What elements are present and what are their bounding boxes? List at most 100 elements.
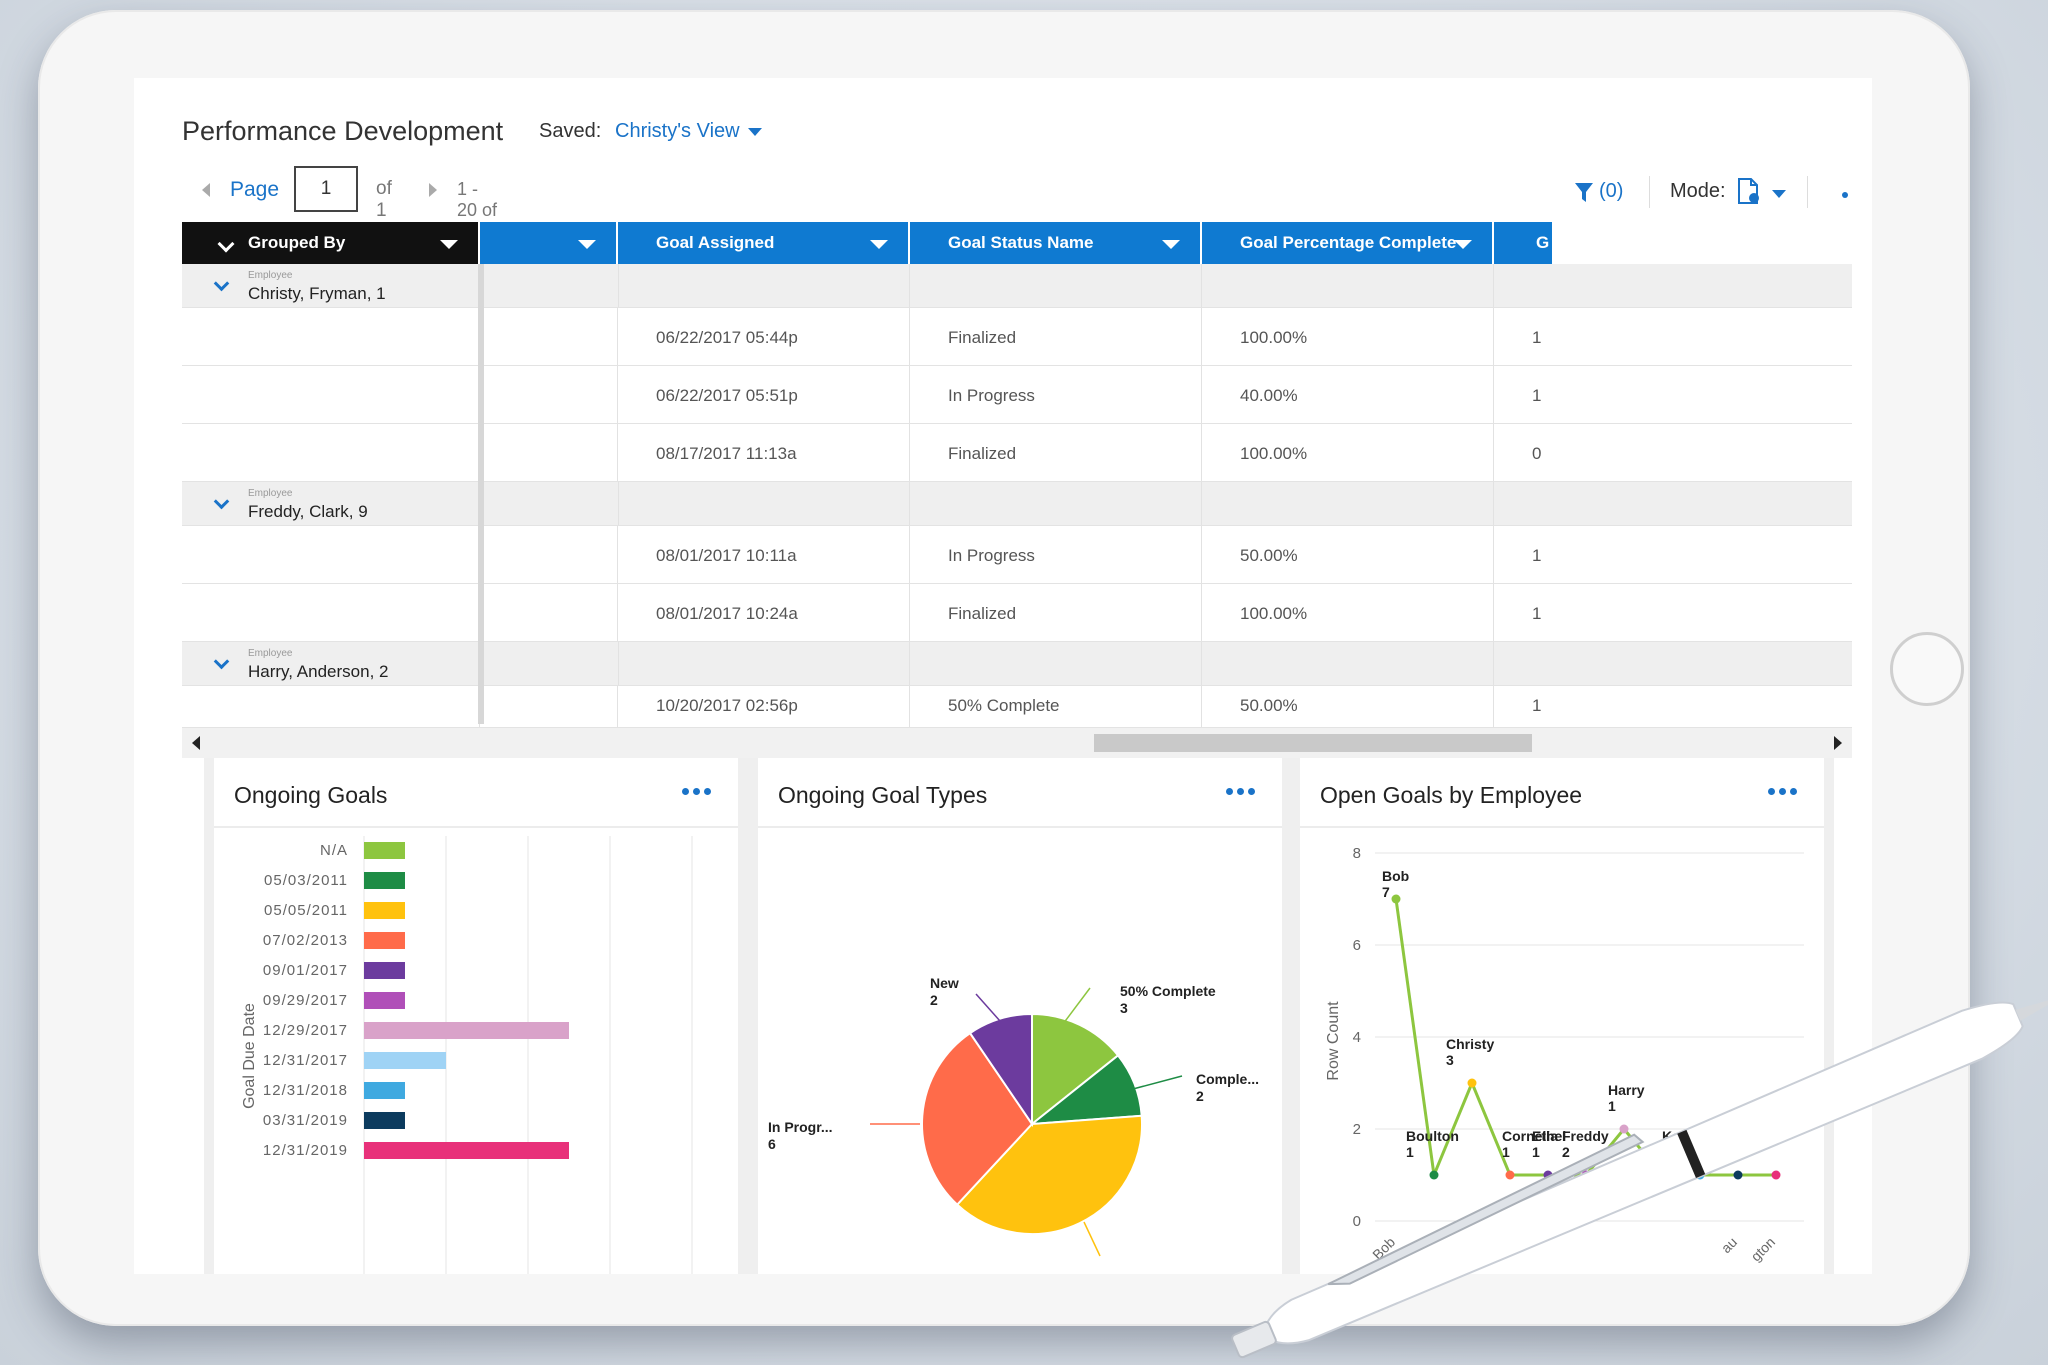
slice-value: 2 <box>1196 1088 1204 1104</box>
data-point <box>1657 1170 1667 1180</box>
data-point <box>1695 1170 1705 1180</box>
open-goals-by-employee-panel: Open Goals by Employee Row Count 0 2 4 6 8 Bob… <box>1290 758 1834 1274</box>
cell-goal-assigned: 06/22/2017 05:44p <box>656 328 798 347</box>
cell-goal-assigned: 06/22/2017 05:51p <box>656 386 798 405</box>
column-header-g[interactable]: G <box>1494 222 1554 264</box>
data-label-value: 1 <box>1532 1144 1540 1160</box>
column-header-label: G <box>1536 233 1550 252</box>
bar <box>364 1112 405 1129</box>
slice-label: In Progr... <box>768 1119 833 1135</box>
collapse-icon[interactable] <box>213 275 230 292</box>
cell-goal-status: In Progress <box>948 546 1035 565</box>
data-point <box>1467 1078 1477 1088</box>
tablet-frame: Performance Development Saved: Christy's… <box>38 10 1970 1326</box>
column-header-goal-assigned[interactable]: Goal Assigned <box>618 222 910 264</box>
table-row[interactable]: 10/20/2017 02:56p 50% Complete 50.00% 1 <box>182 686 1852 728</box>
horizontal-scrollbar[interactable] <box>182 728 1852 758</box>
column-header-goal-percentage[interactable]: Goal Percentage Complete <box>1202 222 1494 264</box>
data-point <box>1429 1170 1439 1180</box>
leader-line <box>1062 987 1091 1025</box>
scroll-left-icon[interactable] <box>192 736 200 750</box>
filter-icon[interactable] <box>1574 182 1594 204</box>
cell-goal-percentage: 50.00% <box>1240 546 1298 565</box>
document-mode-icon[interactable] <box>1737 177 1761 205</box>
table-row[interactable]: 06/22/2017 05:51p In Progress 40.00% 1 <box>182 366 1852 424</box>
column-header-goal-status[interactable]: Goal Status Name <box>910 222 1202 264</box>
frozen-column-divider[interactable] <box>478 264 484 724</box>
next-page-icon[interactable] <box>429 183 437 197</box>
slice-label: 50% Complete <box>1120 983 1216 999</box>
page-count: of 1 <box>376 178 392 221</box>
group-row[interactable]: Employee Christy, Fryman, 1 <box>182 264 1852 308</box>
data-point <box>1771 1170 1781 1180</box>
tick-label: gton <box>1748 1234 1779 1265</box>
mode-label: Mode: <box>1670 180 1726 202</box>
ongoing-goals-bar-chart: Goal Due Date N/A 05/03/2011 05/05/2011 07/0… <box>241 836 693 1274</box>
series-line <box>1622 1128 1664 1176</box>
group-name: Christy, Fryman, 1 <box>248 284 386 303</box>
chevron-down-icon <box>747 127 762 136</box>
group-name: Harry, Anderson, 2 <box>248 662 389 681</box>
data-label-value: 7 <box>1382 884 1390 900</box>
panel-menu-icon[interactable] <box>682 788 712 796</box>
open-goals-line-chart: Row Count02468Bob7Boulton1Christy3Cornel… <box>1325 845 1804 1267</box>
scrollbar-thumb[interactable] <box>1094 734 1532 752</box>
cell-goal-status: Finalized <box>948 604 1017 623</box>
group-row[interactable]: Employee Freddy, Clark, 9 <box>182 482 1852 526</box>
app-screen: Performance Development Saved: Christy's… <box>134 78 1872 1274</box>
group-row[interactable]: Employee Harry, Anderson, 2 <box>182 642 1852 686</box>
y-axis-label: Goal Due Date <box>241 1003 258 1109</box>
bar <box>364 1082 405 1099</box>
saved-label: Saved: <box>539 120 602 142</box>
panel-menu-icon[interactable] <box>1226 788 1256 796</box>
column-menu-icon[interactable] <box>440 240 458 249</box>
more-icon[interactable] <box>1842 192 1848 198</box>
cell-g: 1 <box>1532 696 1542 715</box>
page-title: Performance Development <box>182 116 504 146</box>
table-row[interactable]: 08/17/2017 11:13a Finalized 100.00% 0 <box>182 424 1852 482</box>
bar <box>364 992 405 1009</box>
tick-label: Bob <box>1369 1234 1398 1263</box>
cell-goal-assigned: 10/20/2017 02:56p <box>656 696 798 715</box>
data-point <box>1581 1170 1591 1180</box>
data-point <box>1733 1170 1743 1180</box>
mode-dropdown-icon[interactable] <box>1772 190 1786 198</box>
group-sublabel: Employee <box>248 488 293 499</box>
cell-g: 0 <box>1532 444 1542 463</box>
table-row[interactable]: 08/01/2017 10:24a Finalized 100.00% 1 <box>182 584 1852 642</box>
data-label-value: 1 <box>1406 1144 1414 1160</box>
panel-menu-icon[interactable] <box>1768 788 1798 796</box>
column-menu-icon[interactable] <box>1162 240 1180 249</box>
cell-goal-percentage: 40.00% <box>1240 386 1298 405</box>
scroll-right-icon[interactable] <box>1834 736 1842 750</box>
prev-page-icon[interactable] <box>202 183 210 197</box>
data-point <box>1391 894 1401 904</box>
tick-label: 07/02/2013 <box>263 932 348 949</box>
column-header-blank[interactable] <box>480 222 618 264</box>
tick-label: 12/31/2018 <box>263 1082 348 1099</box>
column-menu-icon[interactable] <box>578 240 596 249</box>
group-sublabel: Employee <box>248 270 293 281</box>
leader-line <box>1083 1221 1101 1257</box>
tick-label: au <box>1718 1234 1740 1256</box>
tick-label: 4 <box>1353 1029 1361 1046</box>
cell-goal-assigned: 08/17/2017 11:13a <box>656 444 797 463</box>
tick-label: ulton <box>1403 1234 1436 1267</box>
column-header-grouped-by[interactable]: Grouped By <box>182 222 480 264</box>
tick-label: 05/05/2011 <box>264 902 348 919</box>
table-row[interactable]: 06/22/2017 05:44p Finalized 100.00% 1 <box>182 308 1852 366</box>
filter-count[interactable]: (0) <box>1599 180 1624 202</box>
page-number-input[interactable]: 1 <box>294 166 358 212</box>
collapse-icon[interactable] <box>213 653 230 670</box>
saved-view-dropdown[interactable]: Christy's View <box>615 120 762 143</box>
cell-goal-assigned: 08/01/2017 10:11a <box>656 546 797 565</box>
panel-title: Ongoing Goals <box>234 782 388 808</box>
cell-goal-percentage: 50.00% <box>1240 696 1298 715</box>
tick-label: sty <box>1450 1234 1474 1258</box>
table-row[interactable]: 08/01/2017 10:11a In Progress 50.00% 1 <box>182 526 1852 584</box>
ongoing-goal-types-panel: Ongoing Goal Types 50% Complete 3 Comple..… <box>748 758 1292 1274</box>
column-menu-icon[interactable] <box>870 240 888 249</box>
collapse-icon[interactable] <box>213 493 230 510</box>
column-menu-icon[interactable] <box>1454 240 1472 249</box>
